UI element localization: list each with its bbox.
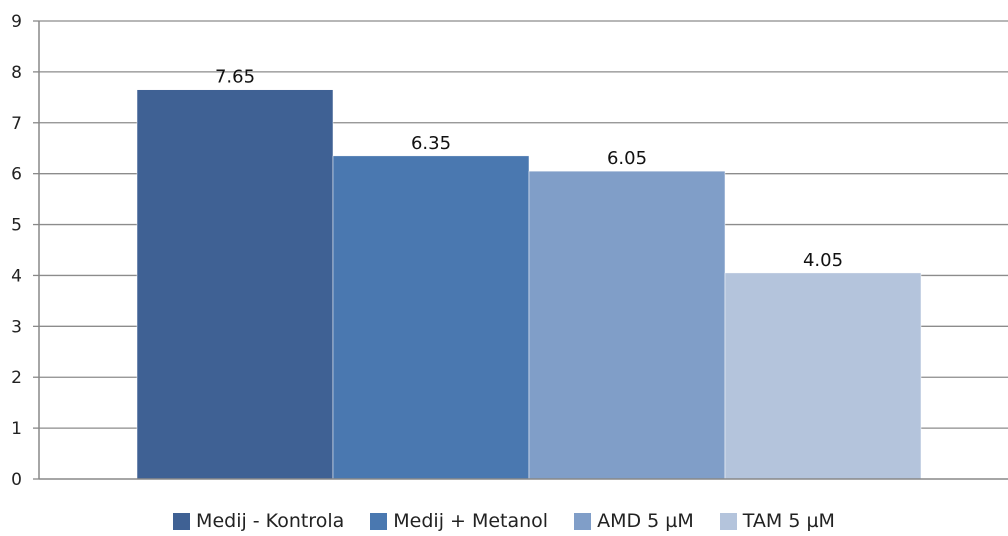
legend-swatch xyxy=(370,512,388,530)
data-label: 4.05 xyxy=(803,250,843,271)
legend-item-medij-metanol: Medij + Metanol xyxy=(370,510,548,532)
legend-label: Medij + Metanol xyxy=(393,510,549,532)
legend-label: TAM 5 µM xyxy=(742,510,835,532)
y-tick-label: 8 xyxy=(11,63,22,83)
legend-label: AMD 5 µM xyxy=(597,510,694,532)
legend-item-amd: AMD 5 µM xyxy=(574,510,694,532)
y-tick-label: 0 xyxy=(11,470,22,490)
y-tick-label: 6 xyxy=(11,165,22,185)
data-label: 6.05 xyxy=(607,148,647,169)
y-tick-label: 3 xyxy=(11,317,22,337)
bar xyxy=(136,89,334,480)
legend-label: Medij - Kontrola xyxy=(196,510,345,532)
y-axis-ticks: 0 1 2 3 4 5 6 7 8 9 xyxy=(11,12,39,490)
y-tick-label: 5 xyxy=(11,216,22,236)
legend-swatch xyxy=(574,512,592,530)
legend-swatch xyxy=(719,512,737,530)
y-tick-label: 4 xyxy=(11,266,22,286)
bar xyxy=(332,155,530,480)
legend-item-tam: TAM 5 µM xyxy=(719,510,835,532)
bars xyxy=(136,89,922,480)
data-labels: 7.65 6.35 6.05 4.05 xyxy=(215,67,843,271)
y-tick-label: 1 xyxy=(11,419,22,439)
data-label: 7.65 xyxy=(215,67,255,88)
legend-swatch xyxy=(173,512,191,530)
y-tick-label: 9 xyxy=(11,12,22,32)
bar xyxy=(528,170,726,480)
y-tick-label: 2 xyxy=(11,368,22,388)
bar xyxy=(724,272,922,480)
bar-chart: 0 1 2 3 4 5 6 7 8 9 7.65 6.35 6.05 4.05 xyxy=(11,12,1008,490)
legend-item-medij-kontrola: Medij - Kontrola xyxy=(173,510,344,532)
legend: Medij - Kontrola Medij + Metanol AMD 5 µ… xyxy=(0,510,1008,532)
y-tick-label: 7 xyxy=(11,114,22,134)
data-label: 6.35 xyxy=(411,133,451,154)
